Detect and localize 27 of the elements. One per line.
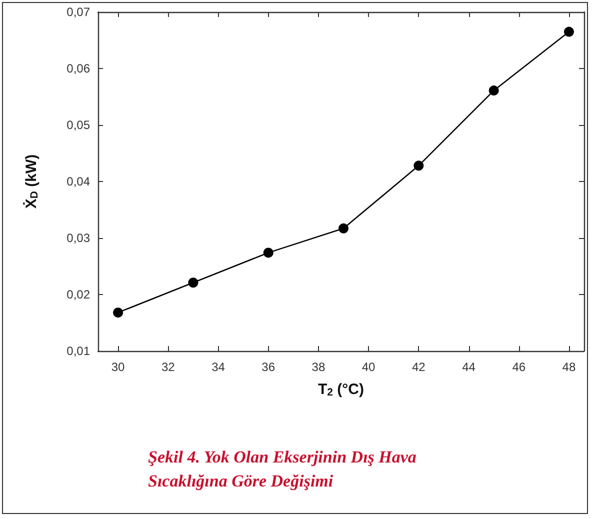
x-tick-label: 30 (111, 360, 126, 374)
x-tick-label: 46 (512, 360, 526, 374)
x-axis-title: T2 (°C) (318, 381, 364, 398)
x-tick-label: 36 (262, 360, 276, 374)
point (188, 278, 198, 288)
point (488, 86, 499, 96)
x-tick-label: 32 (161, 360, 176, 374)
point (414, 160, 424, 171)
point (113, 308, 124, 318)
point (338, 223, 349, 234)
x-tick-label: 34 (212, 360, 226, 374)
point (263, 248, 274, 258)
x-tick-label: 38 (312, 360, 326, 374)
y-tick-label: 0,02 (66, 288, 90, 302)
text: Şekil 4. Yok Olan Ekserjinin Dış Hava Sıcaklığına Göre Değişimi (148, 448, 421, 490)
point (564, 26, 574, 37)
x-tick-label: 44 (462, 360, 476, 374)
y-tick-label: 0,07 (66, 5, 90, 19)
x-tick-label: 40 (362, 360, 376, 374)
x-tick-label: 48 (562, 360, 576, 374)
x-tick-label: 42 (412, 360, 426, 374)
y-axis-title: ẊD (kW) (23, 154, 40, 209)
y-tick-label: 0,01 (66, 344, 90, 358)
y-tick-label: 0,03 (66, 231, 90, 245)
y-tick-label: 0,04 (66, 174, 90, 188)
y-tick-label: 0,05 (66, 118, 90, 132)
y-tick-label: 0,06 (66, 62, 90, 76)
